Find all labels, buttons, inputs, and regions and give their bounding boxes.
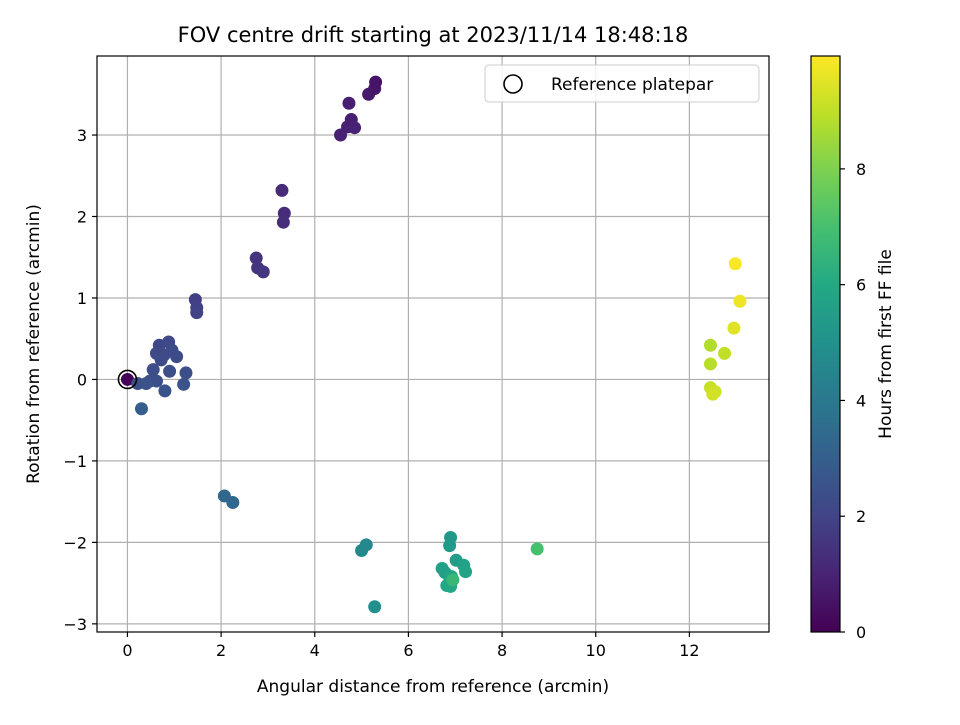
colorbar: [811, 56, 840, 632]
y-tick-label: 2: [77, 207, 87, 226]
colorbar-tick-label: 2: [856, 507, 866, 526]
data-point: [149, 374, 163, 388]
x-tick-label: 8: [497, 641, 507, 660]
scatter-points: [120, 75, 747, 614]
legend-label: Reference platepar: [551, 75, 713, 95]
colorbar-tick-label: 0: [856, 623, 866, 642]
colorbar-frame: [810, 55, 841, 633]
colorbar-label: Hours from first FF file: [876, 249, 896, 439]
chart-title: FOV centre drift starting at 2023/11/14 …: [178, 23, 689, 47]
data-point: [146, 363, 160, 377]
data-point: [443, 539, 457, 553]
x-tick-label: 0: [122, 641, 132, 660]
y-tick-label: −1: [63, 452, 87, 471]
legend-marker-icon: [503, 74, 523, 94]
grid-lines: [97, 56, 769, 632]
data-point: [727, 321, 741, 335]
plot-frame: [96, 55, 770, 633]
data-point: [728, 257, 742, 271]
data-point: [348, 121, 362, 135]
data-point: [158, 384, 172, 398]
data-point: [703, 357, 717, 371]
data-point: [706, 387, 720, 401]
colorbar-ticks: 0 2 4 6 8: [840, 160, 866, 642]
data-point: [369, 75, 383, 89]
data-point: [139, 377, 153, 391]
data-point: [342, 96, 356, 110]
data-point: [275, 183, 289, 197]
colorbar-tick-label: 6: [856, 276, 866, 295]
data-point: [718, 346, 732, 360]
y-axis-label: Rotation from reference (arcmin): [24, 204, 44, 484]
x-tick-label: 6: [403, 641, 413, 660]
y-tick-label: 0: [77, 370, 87, 389]
data-point: [459, 565, 473, 579]
legend-box: [484, 64, 760, 103]
x-tick-label: 4: [310, 641, 320, 660]
data-point: [190, 306, 204, 320]
y-tick-label: 3: [77, 126, 87, 145]
data-point: [355, 544, 369, 558]
x-tick-label: 12: [679, 641, 699, 660]
colorbar-tick-label: 4: [856, 391, 866, 410]
y-tick-label: −3: [63, 615, 87, 634]
reference-platepar-marker: [117, 369, 138, 390]
legend: Reference platepar: [484, 64, 760, 103]
data-point: [170, 350, 184, 364]
x-tick-label: 2: [216, 641, 226, 660]
data-point: [179, 366, 193, 380]
data-point: [446, 573, 460, 587]
data-point: [256, 265, 270, 279]
x-axis-label: Angular distance from reference (arcmin): [257, 677, 609, 697]
data-point: [733, 294, 747, 308]
data-point: [120, 372, 134, 386]
y-tick-label: 1: [77, 289, 87, 308]
x-tick-label: 10: [586, 641, 606, 660]
data-point: [368, 600, 382, 614]
data-point: [163, 364, 177, 378]
data-point: [177, 377, 191, 391]
colorbar-tick-label: 8: [856, 160, 866, 179]
y-axis-ticks: 3 2 1 0 −1 −2 −3: [63, 126, 97, 634]
data-point: [249, 251, 263, 265]
y-tick-label: −2: [63, 533, 87, 552]
data-point: [276, 215, 290, 229]
data-point: [154, 353, 168, 367]
data-point: [134, 402, 148, 416]
data-point: [703, 338, 717, 352]
x-axis-ticks: 0 2 4 6 8 10 12: [122, 632, 700, 660]
data-point: [226, 495, 240, 509]
data-point: [530, 542, 544, 556]
